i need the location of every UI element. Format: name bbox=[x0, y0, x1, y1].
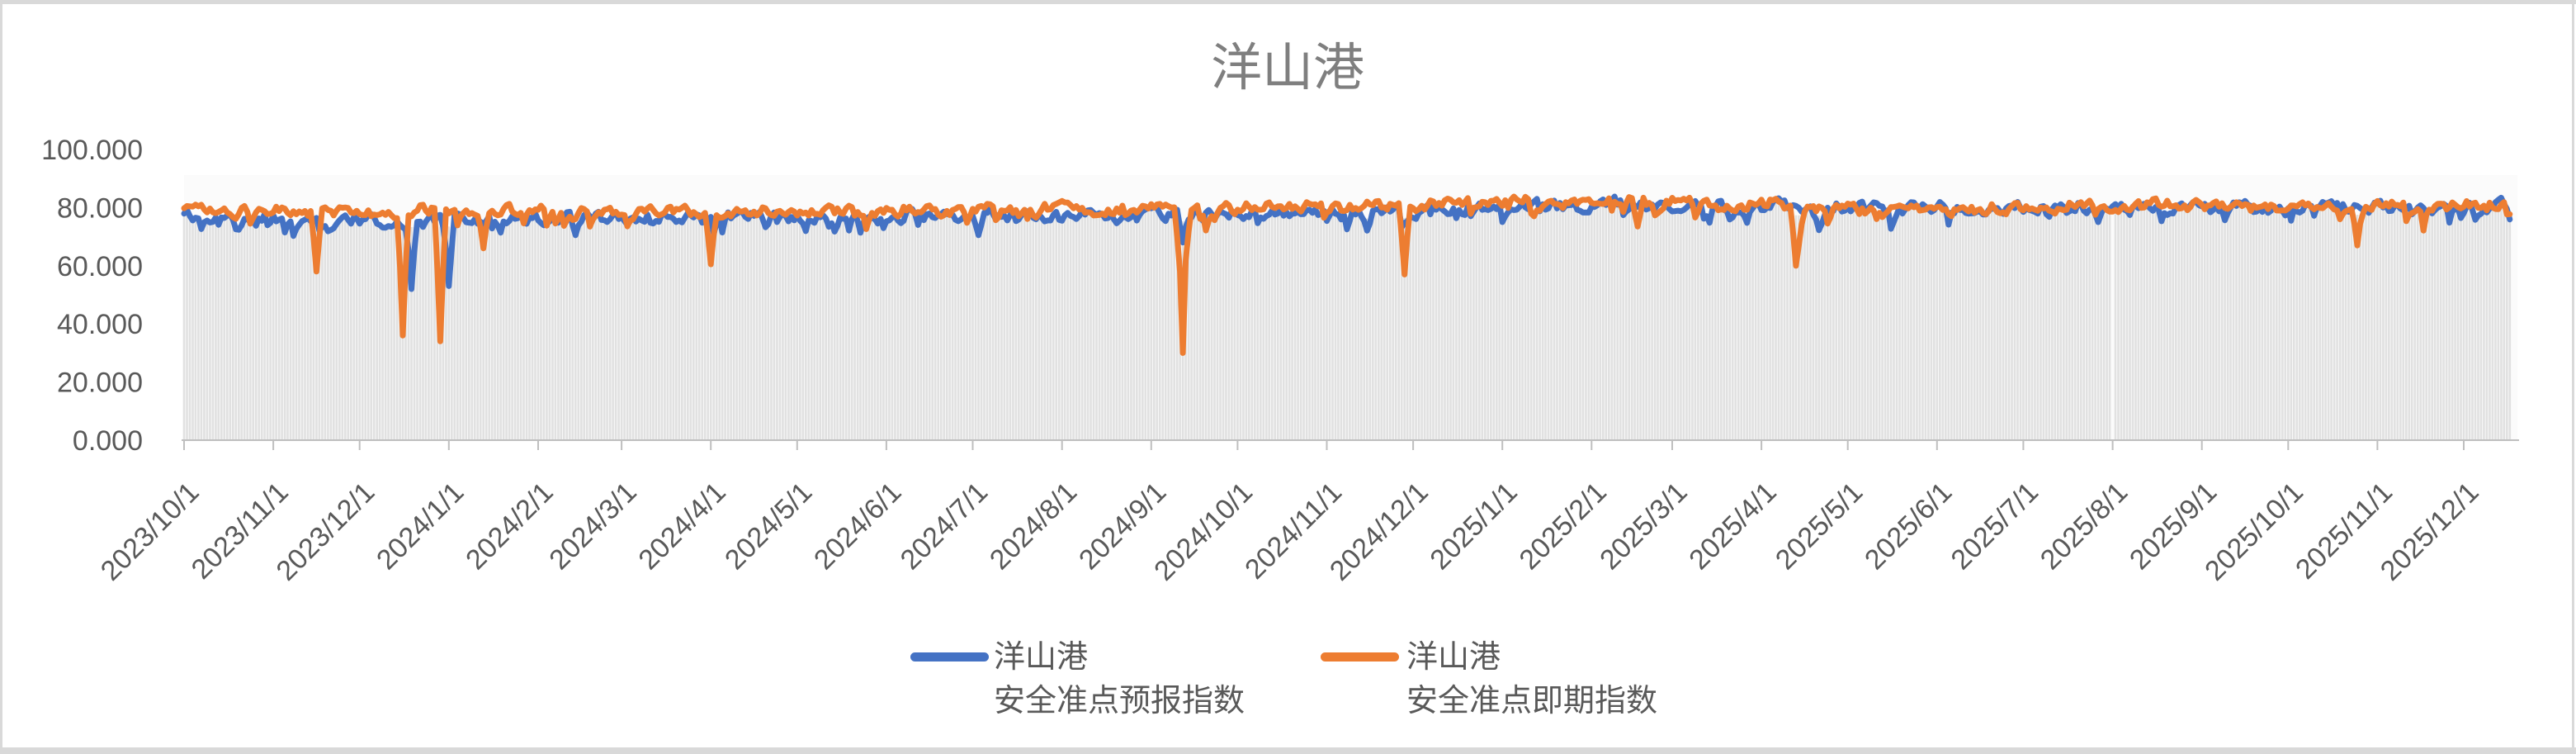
legend-label-forecast-line1: 洋山港 bbox=[994, 640, 1088, 675]
frame-top-edge bbox=[0, 0, 2576, 4]
frame-bottom-edge bbox=[0, 747, 2576, 754]
legend: 洋山港 安全准点预报指数 洋山港 安全准点即期指数 bbox=[910, 640, 1657, 718]
frame-right-edge bbox=[2572, 0, 2574, 754]
spot-index-line bbox=[181, 193, 2513, 356]
y-axis-tick-label: 40.000 bbox=[57, 309, 143, 340]
x-axis-line-and-ticks bbox=[182, 439, 2519, 450]
legend-swatch-forecast bbox=[910, 652, 989, 662]
chart-title: 洋山港 bbox=[1211, 40, 1364, 97]
legend-label-forecast-line2: 安全准点预报指数 bbox=[994, 684, 1245, 718]
daily-column-strokes bbox=[182, 199, 2512, 440]
y-axis-labels: 0.000 20.000 40.000 60.000 80.000 100.000 bbox=[41, 135, 143, 457]
legend-label-spot-line1: 洋山港 bbox=[1406, 640, 1501, 675]
legend-swatch-spot bbox=[1321, 652, 1399, 662]
y-axis-tick-label: 100.000 bbox=[41, 135, 143, 166]
y-axis-tick-label: 20.000 bbox=[57, 368, 143, 399]
legend-label-spot-line2: 安全准点即期指数 bbox=[1406, 684, 1657, 718]
series-spot-line bbox=[181, 193, 2513, 356]
x-axis bbox=[182, 439, 2519, 450]
daily-drop-columns bbox=[182, 199, 2512, 440]
y-axis-tick-label: 0.000 bbox=[73, 425, 143, 457]
y-axis-tick-label: 80.000 bbox=[57, 192, 143, 224]
y-axis-tick-label: 60.000 bbox=[57, 251, 143, 282]
frame-left-edge bbox=[0, 0, 2, 754]
